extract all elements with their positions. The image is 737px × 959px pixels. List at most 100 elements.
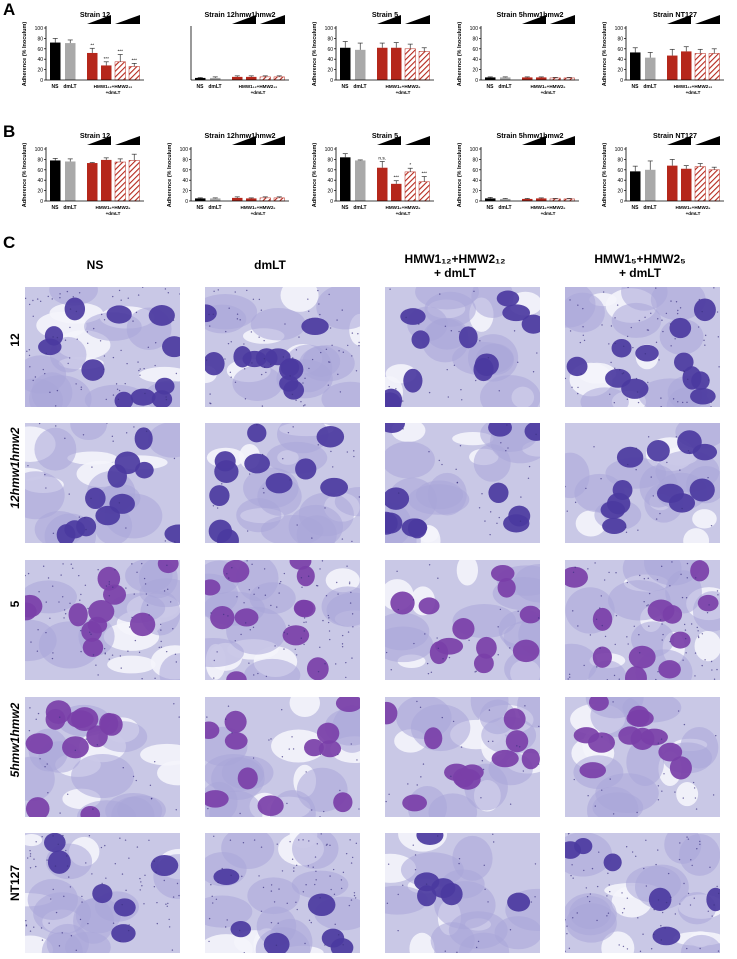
bar: [522, 198, 533, 201]
bar: [694, 166, 706, 202]
micrograph-image: [385, 560, 540, 680]
y-tick-label: 20: [182, 189, 188, 195]
x-tick-label: NS: [487, 84, 495, 90]
bar: [418, 181, 430, 202]
y-tick-label: 80: [472, 157, 478, 163]
bar: [87, 52, 98, 80]
chart-title: Strain 12hmw1hmw2: [204, 10, 275, 19]
bar: [259, 76, 271, 81]
dose-wedge: [232, 136, 256, 145]
col-header-hmw5: HMW1₅+HMW2₅ + dmLT: [594, 252, 686, 280]
y-tick-label: 100: [325, 147, 334, 153]
bar: [500, 198, 511, 201]
row-label-12hmw1hmw2: 12hmw1hmw2: [8, 427, 22, 509]
row-label-5hmw1hmw2: 5hmw1hmw2: [8, 702, 22, 778]
bar: [232, 76, 243, 80]
x-tick-label: HMW1₅+HMW2₅: [531, 205, 566, 210]
micrograph-image: [205, 287, 360, 407]
x-tick-label: HMW1₁₂+HMW2₁₂: [94, 84, 133, 89]
bar: [101, 65, 112, 80]
y-tick-label: 20: [617, 189, 623, 195]
x-tick-label: +dmLT: [106, 90, 121, 95]
x-tick-label: NS: [52, 84, 60, 90]
y-tick-label: 0: [620, 199, 623, 205]
bar: [404, 48, 416, 81]
chart-b1: Strain 12 0 20 40 60 80 100 Adherence (% Inocul…: [22, 131, 144, 216]
panel-label-c: C: [3, 233, 16, 252]
significance-label: ***: [103, 56, 109, 62]
chart-title: Strain 5: [372, 131, 398, 140]
chart-title: Strain NT127: [653, 131, 697, 140]
dose-wedge: [522, 15, 546, 24]
micrograph-image: [25, 697, 180, 817]
chart-title: Strain 5hmw1hmw2: [496, 131, 563, 140]
chart-a2: Strain 12hmw1hmw2 NS dmLT HMW1₁₂+HMW2₁₂+dmL…: [190, 10, 289, 95]
dose-wedge: [667, 15, 691, 24]
bar: [522, 77, 533, 80]
bar: [681, 51, 692, 80]
dose-wedge: [405, 136, 430, 145]
y-tick-label: 40: [472, 57, 478, 63]
dose-wedge: [260, 15, 285, 24]
micrograph-image: [25, 833, 180, 953]
y-tick-label: 80: [617, 157, 623, 163]
y-tick-label: 0: [475, 199, 478, 205]
bar: [404, 171, 416, 202]
y-tick-label: 80: [327, 157, 333, 163]
chart-title: Strain NT127: [653, 10, 697, 19]
x-tick-label: +dmLT: [251, 211, 266, 216]
micrograph-image: [565, 287, 720, 407]
bar: [500, 77, 511, 80]
y-tick-label: 60: [617, 47, 623, 53]
dose-wedge: [87, 15, 111, 24]
y-axis-label: Adherence (% Inoculum): [457, 22, 463, 87]
y-tick-label: 100: [615, 147, 624, 153]
y-tick-label: 60: [327, 168, 333, 174]
x-tick-label: dmLT: [498, 205, 511, 211]
chart-a3: Strain 5 0 20 40 60 80 100 Adherence (% Inoculu…: [312, 10, 434, 95]
significance-label: ***: [117, 49, 123, 55]
y-tick-label: 100: [325, 26, 334, 32]
bar: [246, 198, 257, 201]
row-label-5: 5: [8, 600, 22, 608]
y-tick-label: 60: [617, 168, 623, 174]
bar: [645, 57, 656, 80]
bar: [340, 157, 351, 201]
y-axis-label: Adherence (% Inoculum): [312, 143, 318, 208]
y-tick-label: 20: [327, 189, 333, 195]
y-tick-label: 20: [617, 68, 623, 74]
bar: [391, 183, 402, 201]
y-axis-label: Adherence (% Inoculum): [312, 22, 318, 87]
significance-label: ***: [393, 175, 399, 181]
bar: [210, 198, 221, 201]
y-tick-label: 0: [475, 78, 478, 84]
x-tick-label: +dmLT: [251, 90, 266, 95]
x-tick-label: +dmLT: [396, 211, 411, 216]
y-tick-label: 40: [617, 57, 623, 63]
x-tick-label: +dmLT: [106, 211, 121, 216]
dose-wedge: [550, 136, 575, 145]
micrograph-image: [565, 423, 720, 543]
x-tick-label: NS: [632, 84, 640, 90]
bar: [65, 43, 76, 80]
y-tick-label: 60: [182, 168, 188, 174]
y-axis-label: Adherence (% Inoculum): [602, 143, 608, 208]
x-tick-label: +dmLT: [396, 90, 411, 95]
x-tick-label: NS: [52, 205, 60, 211]
micrograph-image: [205, 560, 360, 680]
y-tick-label: 100: [470, 147, 479, 153]
y-tick-label: 0: [330, 78, 333, 84]
dose-wedge: [115, 15, 140, 24]
bar: [273, 197, 285, 202]
micrograph-image: [385, 833, 540, 953]
bar: [355, 49, 366, 80]
bar: [391, 47, 402, 80]
bar: [536, 77, 547, 80]
x-tick-label: dmLT: [208, 84, 221, 90]
y-tick-label: 0: [330, 199, 333, 205]
micrograph-image: [385, 697, 540, 817]
x-tick-label: HMW1₁₂+HMW2₁₂: [239, 84, 278, 89]
chart-title: Strain 12: [80, 131, 110, 140]
micrograph-image: [205, 697, 360, 817]
bar: [377, 47, 388, 80]
